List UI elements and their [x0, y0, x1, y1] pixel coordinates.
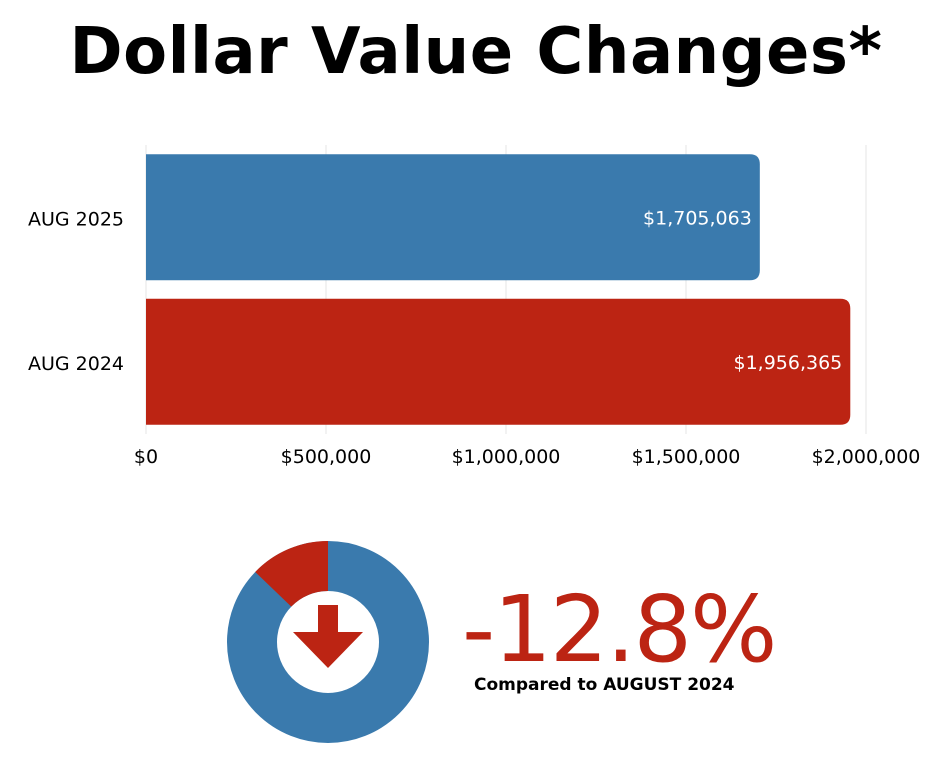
x-tick-label: $0	[134, 446, 158, 468]
arrow-down-icon	[293, 605, 363, 668]
x-tick-label: $2,000,000	[812, 446, 921, 468]
bar-value-labels: $1,705,063 $1,956,365	[643, 207, 842, 374]
category-labels: AUG 2025 AUG 2024	[28, 208, 124, 375]
donut-slice-change	[255, 541, 330, 608]
category-label: AUG 2025	[28, 208, 124, 230]
bar-value-label: $1,956,365	[733, 352, 842, 374]
x-axis-ticks: $0 $500,000 $1,000,000 $1,500,000 $2,000,000	[134, 446, 920, 468]
chart-title: Dollar Value Changes*	[69, 15, 883, 89]
x-tick-label: $1,500,000	[632, 446, 741, 468]
bar	[146, 298, 851, 425]
change-percentage: -12.8%	[462, 576, 777, 683]
change-caption: Compared to AUGUST 2024	[474, 675, 735, 695]
x-tick-label: $1,000,000	[452, 446, 561, 468]
arrow-down-icon-shape	[293, 605, 363, 668]
bar-value-label: $1,705,063	[643, 207, 752, 229]
x-tick-label: $500,000	[281, 446, 372, 468]
bar-chart: $1,705,063 $1,956,365 AUG 2025 AUG 2024 $0…	[28, 145, 920, 468]
bar	[146, 154, 760, 281]
bars	[146, 154, 851, 425]
category-label: AUG 2024	[28, 353, 124, 375]
